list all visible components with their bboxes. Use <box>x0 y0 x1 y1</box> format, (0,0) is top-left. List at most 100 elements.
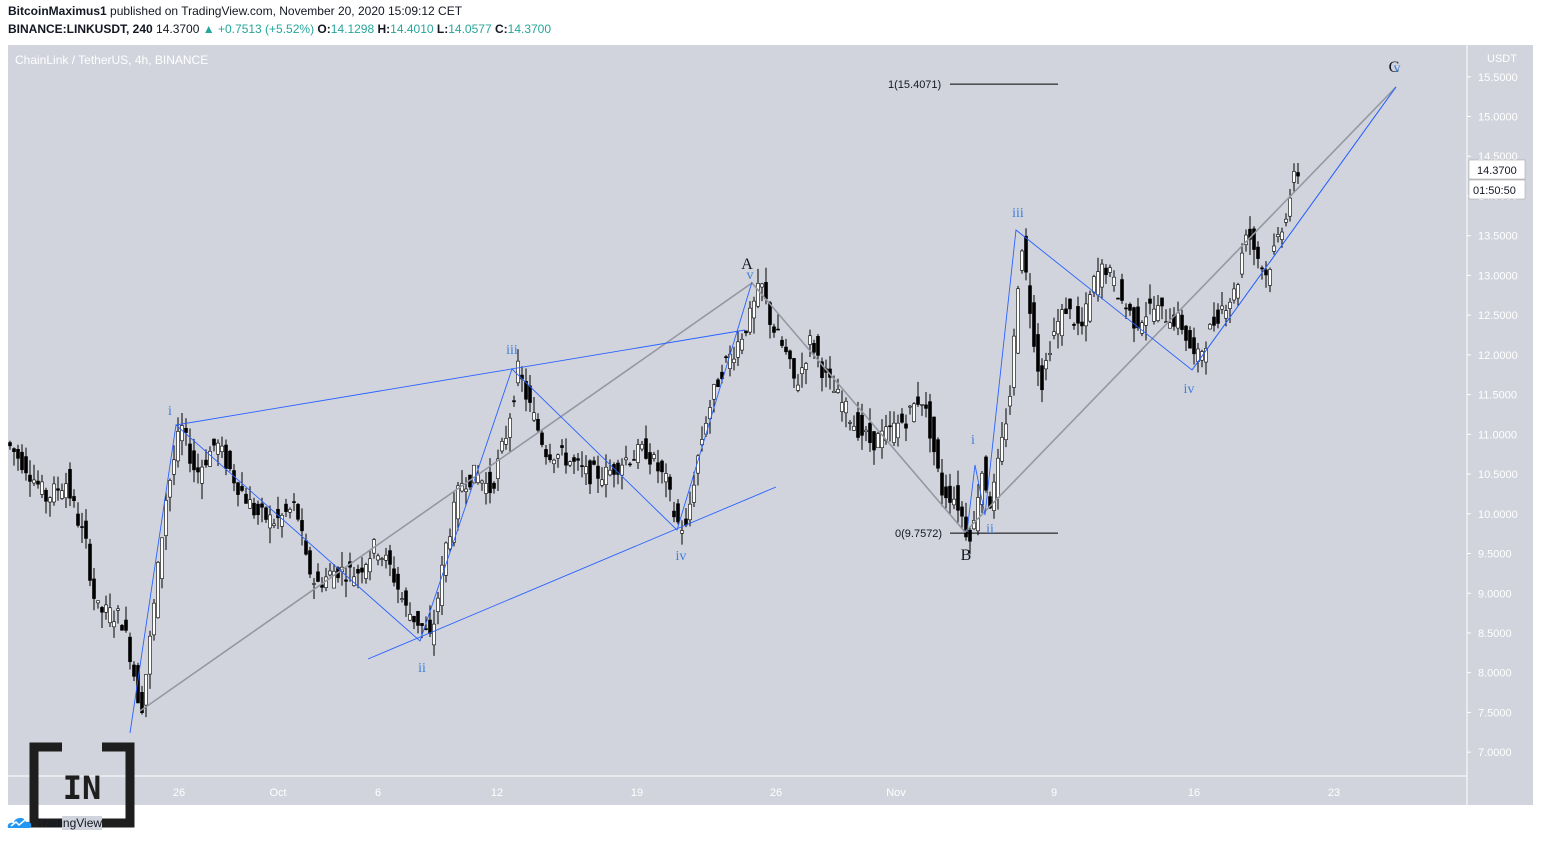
candle-body <box>1012 335 1016 388</box>
candle-body <box>576 458 580 461</box>
candle-body <box>572 457 576 462</box>
y-tick-label: 12.0000 <box>1478 350 1518 362</box>
candle-body <box>808 335 812 345</box>
candle-body <box>1268 269 1272 286</box>
candle-body <box>1072 323 1076 326</box>
candle-body <box>408 614 412 621</box>
candle-body <box>632 459 636 461</box>
candle-body <box>480 480 484 484</box>
candle-body <box>544 449 548 458</box>
candle-body <box>760 283 764 288</box>
candle-body <box>604 466 608 485</box>
last-price: 14.3700 <box>156 22 200 36</box>
y-tick-label: 13.0000 <box>1478 270 1518 282</box>
candle-body <box>1192 337 1196 355</box>
candle-body <box>1088 294 1092 322</box>
candle-body <box>320 584 324 588</box>
candle-body <box>584 466 588 475</box>
candle-body <box>80 526 84 528</box>
candle-body <box>1004 423 1008 441</box>
candle-body <box>1144 316 1148 326</box>
candle-body <box>268 514 272 529</box>
plot-area <box>8 45 1467 776</box>
candle-body <box>448 536 452 550</box>
candle-body <box>100 607 104 613</box>
candle-body <box>1064 308 1068 315</box>
candle-body <box>740 338 744 351</box>
candle-body <box>92 578 96 599</box>
y-tick-label: 7.5000 <box>1478 707 1512 719</box>
candle-body <box>1296 172 1300 177</box>
candle-body <box>532 412 536 421</box>
candle-body <box>160 537 164 579</box>
candle-body <box>1048 353 1052 355</box>
candle-body <box>500 441 504 452</box>
candle-body <box>124 619 128 631</box>
candle-body <box>840 402 844 412</box>
wave-c-channel <box>1191 86 1397 371</box>
high-label: H: <box>377 22 391 36</box>
candle-body <box>944 486 948 499</box>
candle-body <box>876 433 880 449</box>
candle-body <box>872 431 876 451</box>
candle-body <box>216 442 220 455</box>
candle-body <box>540 432 544 445</box>
candle-body <box>32 479 36 484</box>
candle-body <box>436 597 440 612</box>
candle-body <box>16 449 20 459</box>
candle-body <box>212 438 216 446</box>
candle-body <box>1040 365 1044 391</box>
candle-body <box>1204 348 1208 363</box>
candle-body <box>912 403 916 422</box>
close-value: 14.3700 <box>507 22 552 36</box>
candle-body <box>1124 307 1128 310</box>
candle-body <box>280 514 284 527</box>
candle-body <box>456 485 460 520</box>
candle-body <box>708 407 712 420</box>
candle-body <box>984 456 988 491</box>
candle-body <box>880 430 884 449</box>
candle-body <box>1256 246 1260 259</box>
candle-body <box>496 458 500 479</box>
candle-body <box>60 490 64 499</box>
candle-body <box>640 444 644 450</box>
candle-body <box>140 692 144 714</box>
candle-body <box>1260 267 1264 270</box>
candle-body <box>416 611 420 626</box>
candle-body <box>780 339 784 346</box>
candle-body <box>592 460 596 465</box>
candle-body <box>1188 330 1192 349</box>
candle-body <box>756 283 760 307</box>
candle-body <box>208 450 212 467</box>
candle-body <box>1080 321 1084 327</box>
candle-body <box>600 479 604 486</box>
high-value: 14.4010 <box>390 22 434 36</box>
candle-body <box>1128 303 1132 311</box>
candle-body <box>1084 303 1088 327</box>
candle-body <box>608 469 612 476</box>
candle-body <box>424 628 428 630</box>
author-name[interactable]: BitcoinMaximus1 <box>8 4 107 18</box>
y-tick-label: 13.5000 <box>1478 231 1518 243</box>
candle-body <box>28 474 32 482</box>
candle-body <box>1044 360 1048 370</box>
candle-body <box>552 459 556 465</box>
candle-body <box>312 583 316 585</box>
candle-body <box>596 465 600 479</box>
price-axis-unit: USDT <box>1487 53 1517 65</box>
candle-body <box>284 503 288 512</box>
candle-body <box>492 482 496 489</box>
brand-watermark-gap-bottom <box>62 816 102 830</box>
publish-info: BitcoinMaximus1 published on TradingView… <box>8 4 462 18</box>
candle-body <box>108 607 112 624</box>
candle-body <box>852 426 856 431</box>
candle-body <box>288 508 292 513</box>
candle-body <box>52 483 56 503</box>
candle-body <box>904 423 908 429</box>
fib-label-0: 0(9.7572) <box>895 528 942 540</box>
candle-body <box>704 423 708 435</box>
candle-body <box>24 456 28 474</box>
candle-body <box>104 604 108 613</box>
candle-body <box>680 530 684 534</box>
